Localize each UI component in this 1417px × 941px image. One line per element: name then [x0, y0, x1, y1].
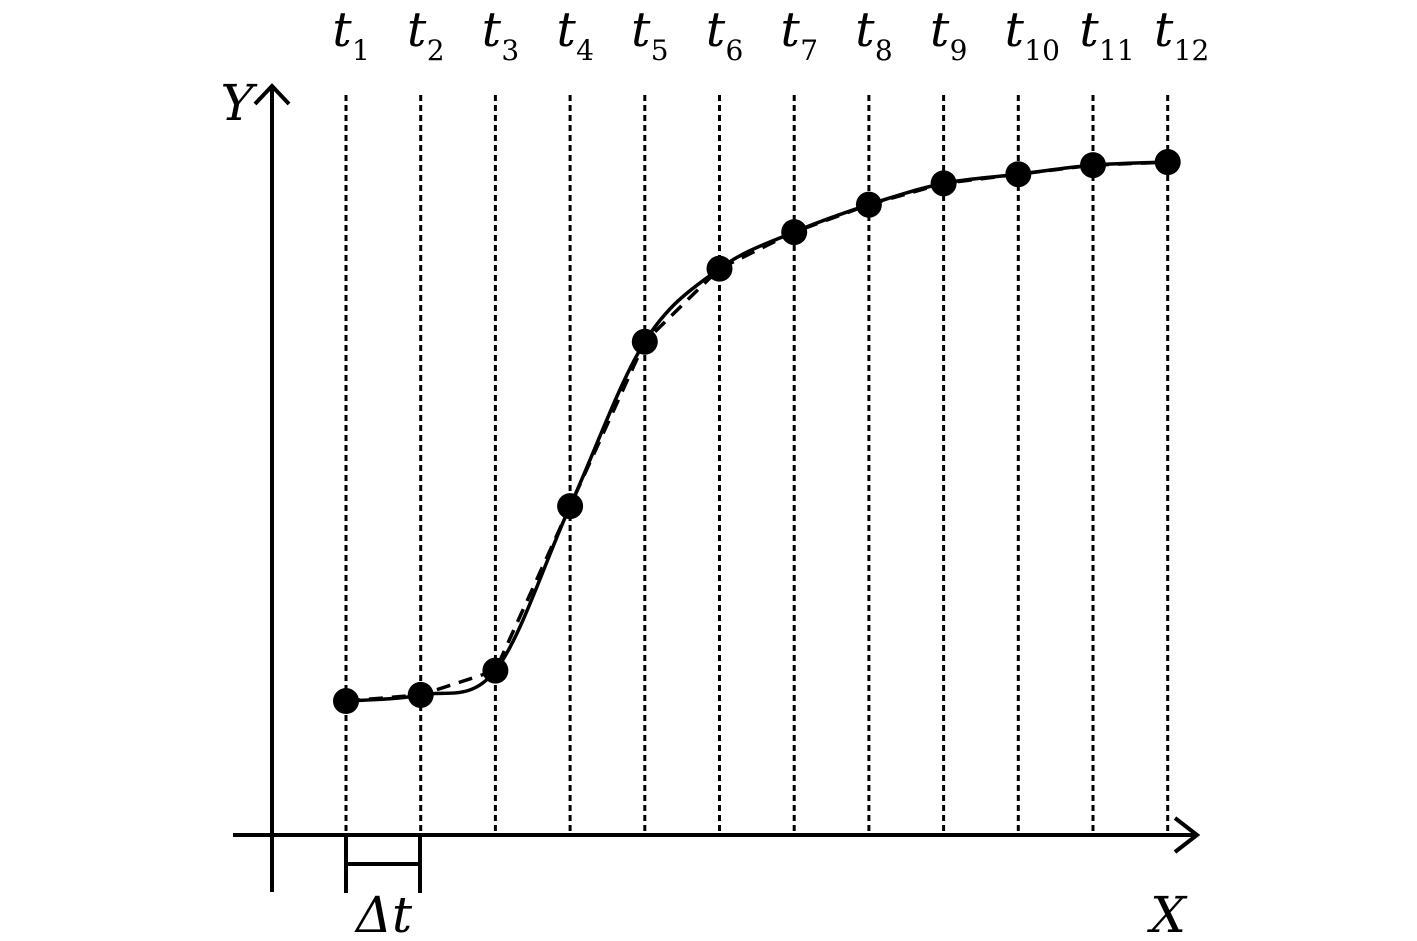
time-step-label: t — [781, 2, 801, 58]
time-step-label: t — [930, 2, 950, 58]
sample-point — [1154, 149, 1181, 176]
time-step-subscript: 10 — [1024, 34, 1060, 67]
x-axis-label: X — [1146, 886, 1188, 941]
linear-interpolation-curve — [345, 160, 1168, 703]
time-step-subscript: 8 — [875, 34, 893, 67]
time-step-label: t — [855, 2, 875, 58]
time-step-subscript: 3 — [501, 34, 519, 67]
sample-point — [1005, 161, 1032, 188]
y-axis-arrowhead — [253, 83, 291, 106]
time-step-label: t — [332, 2, 352, 58]
time-step-labels: t 1 t 2 t 3 t 4 t 5 t 6 t 7 t 8 t 9 t 10 t 11 t 12 — [332, 2, 1209, 67]
sample-point — [930, 170, 957, 197]
time-step-subscript: 2 — [427, 34, 445, 67]
smooth-curve — [345, 160, 1168, 703]
sample-point — [631, 328, 658, 355]
time-step-label: t — [482, 2, 502, 58]
time-step-label: t — [631, 2, 651, 58]
time-step-subscript: 1 — [352, 34, 370, 67]
y-axis-label: Y — [220, 74, 257, 132]
sample-point — [482, 657, 509, 684]
time-step-label: t — [1079, 2, 1099, 58]
sample-point — [407, 681, 434, 708]
sample-point — [855, 191, 882, 218]
delta-t-bracket: Δt — [344, 835, 422, 941]
sample-points — [333, 149, 1181, 715]
curves — [345, 160, 1168, 703]
time-step-subscript: 11 — [1099, 34, 1135, 67]
time-step-subscript: 9 — [950, 34, 968, 67]
sample-point — [1080, 152, 1106, 179]
time-step-subscript: 12 — [1174, 34, 1210, 67]
x-axis-arrowhead — [1173, 816, 1201, 854]
axes: Y X — [220, 74, 1201, 941]
time-step-subscript: 4 — [576, 34, 594, 67]
sample-point — [706, 255, 733, 282]
sample-point — [333, 688, 359, 715]
time-step-label: t — [1005, 2, 1025, 58]
sample-point — [781, 219, 808, 246]
time-step-gridlines — [344, 95, 1170, 835]
time-step-subscript: 5 — [651, 34, 669, 67]
time-step-subscript: 6 — [726, 34, 744, 67]
time-step-label: t — [706, 2, 726, 58]
time-step-label: t — [556, 2, 576, 58]
delta-t-label: Δt — [354, 886, 413, 941]
time-step-label: t — [407, 2, 427, 58]
sample-point — [557, 493, 584, 520]
time-step-label: t — [1154, 2, 1174, 58]
time-step-subscript: 7 — [800, 34, 818, 67]
